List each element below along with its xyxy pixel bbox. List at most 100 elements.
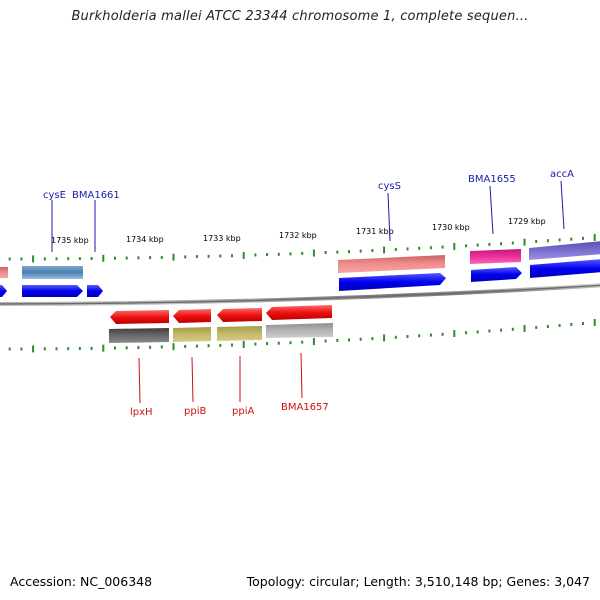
minor-tick xyxy=(558,324,561,327)
major-tick xyxy=(312,338,315,346)
minor-tick xyxy=(441,245,444,249)
forward-cds-arrow[interactable] xyxy=(0,285,7,297)
feature-bar[interactable] xyxy=(529,241,600,260)
minor-tick xyxy=(160,255,163,259)
minor-tick xyxy=(43,347,46,351)
gene-label-BMA1661[interactable]: BMA1661 xyxy=(72,190,120,201)
major-tick xyxy=(102,344,105,352)
minor-tick xyxy=(20,347,23,351)
major-tick xyxy=(523,238,526,246)
minor-tick xyxy=(195,344,198,348)
gene-label-BMA1655[interactable]: BMA1655 xyxy=(468,174,516,185)
reverse-cds-track xyxy=(110,305,332,324)
forward-cds-arrow[interactable] xyxy=(471,267,522,282)
gene-label-cysE[interactable]: cysE xyxy=(43,190,66,201)
major-tick xyxy=(32,345,35,353)
minor-tick xyxy=(546,325,549,328)
feature-bar[interactable] xyxy=(338,255,445,273)
scale-label: 1731 kbp xyxy=(356,227,394,236)
major-tick xyxy=(172,343,175,351)
major-tick xyxy=(453,242,456,250)
minor-tick xyxy=(90,257,93,260)
minor-tick xyxy=(160,345,163,349)
minor-tick xyxy=(570,323,573,326)
reverse-cds-arrow[interactable] xyxy=(217,308,262,322)
gene-label-cysS[interactable]: cysS xyxy=(378,181,401,192)
minor-tick xyxy=(500,242,503,246)
feature-bar[interactable] xyxy=(217,326,262,341)
forward-cds-arrow[interactable] xyxy=(87,285,103,297)
minor-tick xyxy=(43,257,46,261)
minor-tick xyxy=(324,339,327,343)
minor-tick xyxy=(418,334,421,338)
minor-tick xyxy=(231,254,233,258)
minor-tick xyxy=(125,256,128,260)
minor-tick xyxy=(114,256,116,260)
leader-line xyxy=(387,192,391,242)
minor-tick xyxy=(511,241,514,245)
minor-tick xyxy=(476,243,479,247)
reverse-cds-arrow[interactable] xyxy=(173,309,211,323)
feature-bar[interactable] xyxy=(0,267,8,278)
top-leader-lines xyxy=(51,180,565,252)
feature-bar[interactable] xyxy=(22,266,83,279)
minor-tick xyxy=(476,330,479,334)
minor-tick xyxy=(301,340,304,344)
minor-tick xyxy=(125,346,128,350)
minor-tick xyxy=(8,347,11,351)
minor-tick xyxy=(277,341,280,345)
minor-tick xyxy=(371,249,374,252)
minor-tick xyxy=(500,328,503,332)
minor-tick xyxy=(231,343,233,347)
scale-label: 1733 kbp xyxy=(203,234,241,243)
reverse-feature-track xyxy=(109,323,333,343)
gene-label-BMA1657[interactable]: BMA1657 xyxy=(281,402,329,413)
scale-label: 1729 kbp xyxy=(508,217,546,226)
minor-tick xyxy=(336,339,339,342)
genome-summary-text: Topology: circular; Length: 3,510,148 bp… xyxy=(246,574,590,589)
minor-tick xyxy=(195,255,198,259)
minor-tick xyxy=(406,335,409,338)
bottom-leader-lines xyxy=(138,352,303,404)
minor-tick xyxy=(406,247,409,251)
minor-tick xyxy=(78,257,81,261)
feature-bar[interactable] xyxy=(173,327,211,342)
leader-line xyxy=(138,357,141,404)
minor-tick xyxy=(348,338,350,342)
minor-tick xyxy=(90,346,93,350)
tick-row-bottom xyxy=(8,319,596,353)
minor-tick xyxy=(207,344,210,348)
minor-tick xyxy=(219,343,222,347)
minor-tick xyxy=(137,346,140,350)
minor-tick xyxy=(149,345,152,349)
major-tick xyxy=(453,330,456,337)
minor-tick xyxy=(219,254,222,258)
feature-bar[interactable] xyxy=(266,323,333,338)
minor-tick xyxy=(67,347,70,351)
major-tick xyxy=(102,254,105,262)
leader-line xyxy=(560,180,565,230)
minor-tick xyxy=(394,247,397,251)
major-tick xyxy=(242,341,245,348)
gene-label-lpxH[interactable]: lpxH xyxy=(130,407,153,418)
minor-tick xyxy=(289,341,292,345)
reverse-cds-arrow[interactable] xyxy=(110,310,169,324)
leader-line xyxy=(300,352,303,399)
tick-row-top xyxy=(8,233,596,263)
forward-cds-arrow[interactable] xyxy=(22,285,83,297)
reverse-cds-arrow[interactable] xyxy=(266,305,332,320)
minor-tick xyxy=(266,253,269,257)
forward-cds-arrow[interactable] xyxy=(530,259,600,278)
feature-bar[interactable] xyxy=(109,328,169,343)
forward-cds-track xyxy=(0,259,600,297)
minor-tick xyxy=(488,242,491,246)
leader-line xyxy=(489,185,494,235)
minor-tick xyxy=(394,335,397,339)
forward-cds-arrow[interactable] xyxy=(339,273,446,291)
feature-bar[interactable] xyxy=(470,249,521,264)
gene-label-ppiA[interactable]: ppiA xyxy=(232,406,254,417)
minor-tick xyxy=(149,256,152,260)
minor-tick xyxy=(184,255,187,259)
gene-label-ppiB[interactable]: ppiB xyxy=(184,406,206,417)
gene-label-accA[interactable]: accA xyxy=(550,169,574,180)
